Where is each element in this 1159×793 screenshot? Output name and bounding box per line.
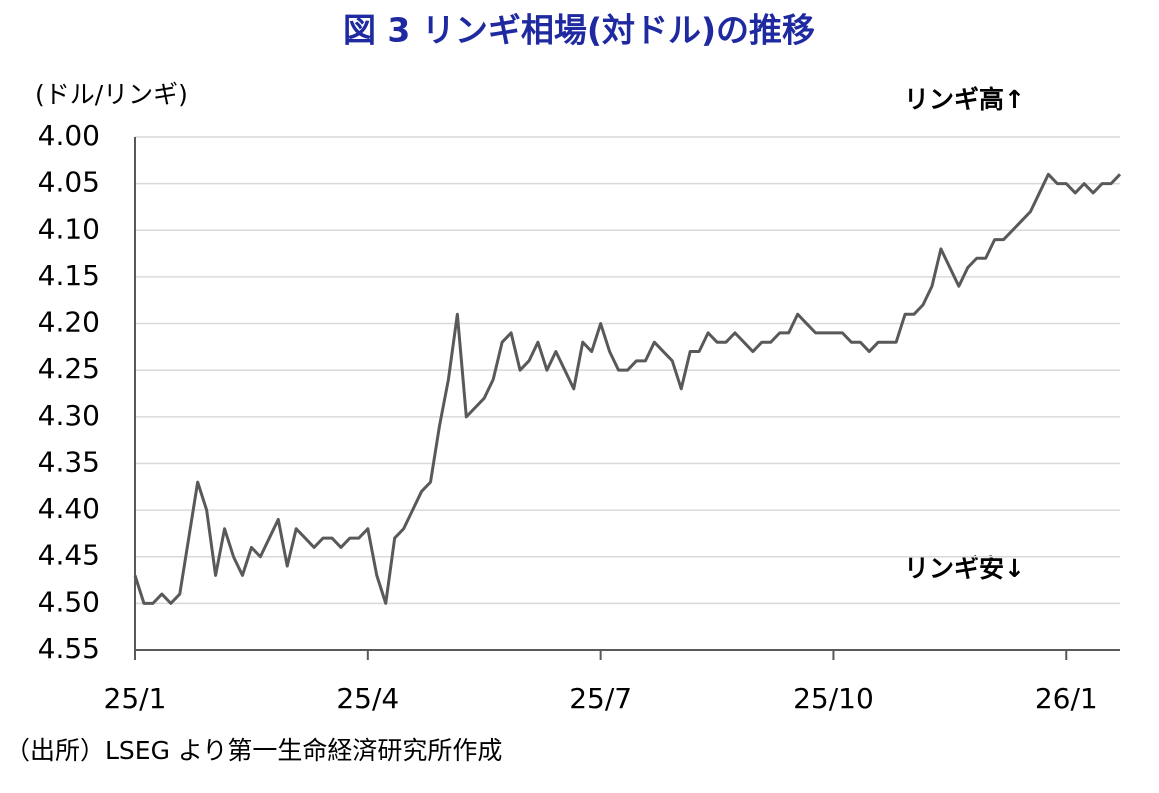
x-tick-label: 25/10 — [793, 682, 874, 715]
y-tick-label: 4.40 — [38, 492, 100, 525]
y-tick-label: 4.15 — [38, 259, 100, 292]
y-axis-label: (ドル/リンギ) — [35, 80, 188, 109]
y-tick-label: 4.00 — [38, 119, 100, 152]
y-tick-label: 4.45 — [38, 539, 100, 572]
annotation: リンギ高↑ — [904, 85, 1025, 114]
y-tick-label: 4.25 — [38, 352, 100, 385]
x-tick-label: 25/7 — [569, 682, 632, 715]
y-tick-label: 4.10 — [38, 212, 100, 245]
y-tick-label: 4.50 — [38, 585, 100, 618]
x-tick-label: 26/1 — [1035, 682, 1098, 715]
data-line — [133, 172, 1122, 605]
x-tick-label: 25/4 — [336, 682, 399, 715]
y-tick-label: 4.55 — [38, 632, 100, 665]
y-tick-label: 4.30 — [38, 399, 100, 432]
annotation: リンギ安↓ — [904, 554, 1025, 583]
chart-title: 図 3 リンギ相場(対ドル)の推移 — [343, 11, 815, 50]
y-tick-label: 4.05 — [38, 166, 100, 199]
source-note: （出所）LSEG より第一生命経済研究所作成 — [5, 736, 502, 765]
x-tick-label: 25/1 — [104, 682, 167, 715]
y-tick-label: 4.20 — [38, 306, 100, 339]
y-tick-label: 4.35 — [38, 445, 100, 478]
